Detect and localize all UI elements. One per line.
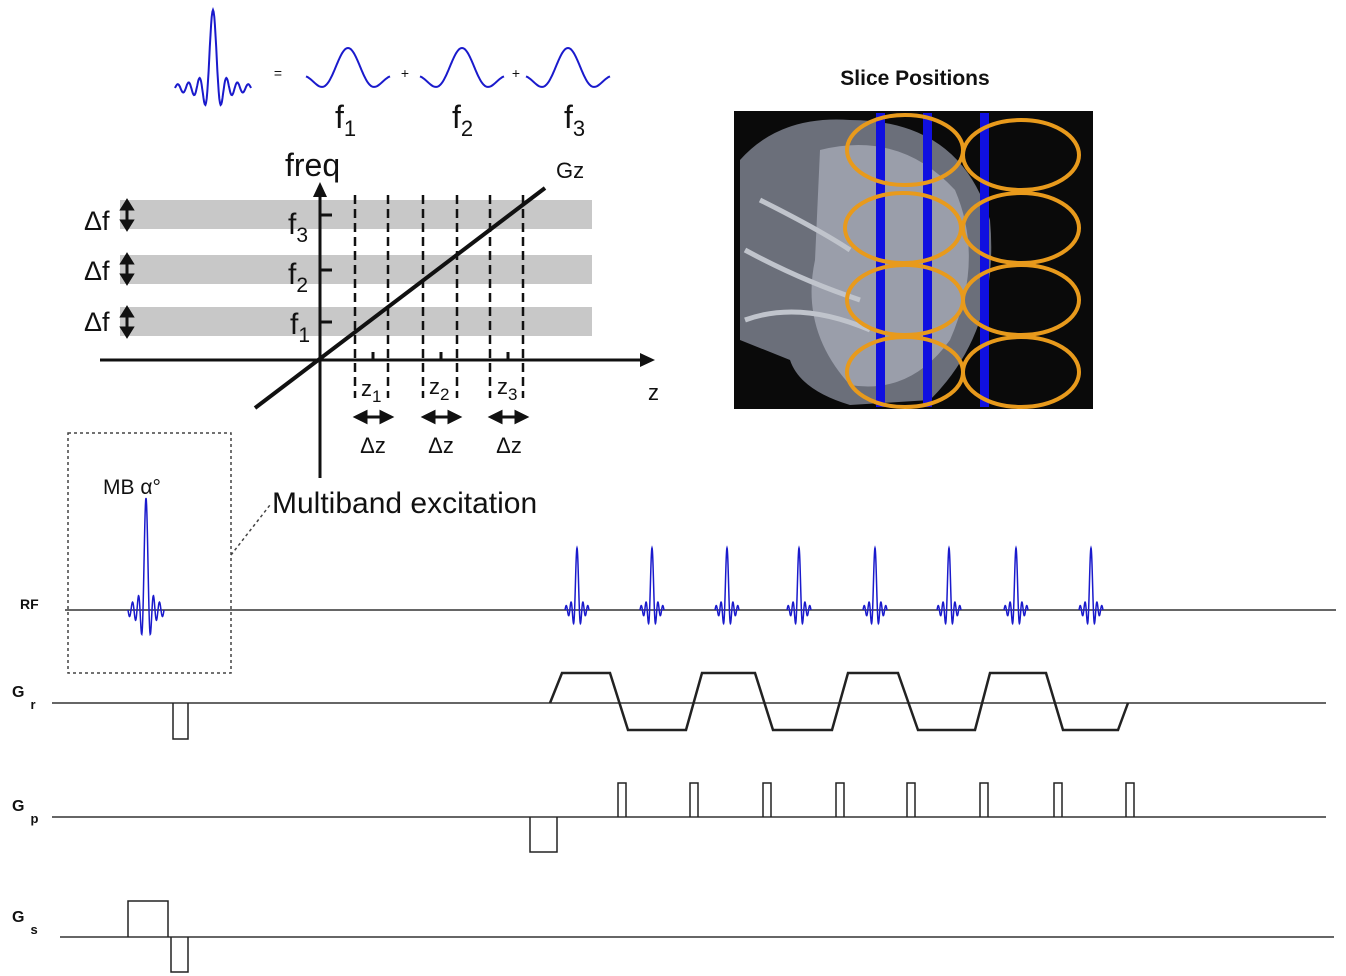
axis-arrow: [640, 353, 655, 367]
band-waveform: [420, 48, 504, 87]
position-label: z1: [361, 376, 381, 406]
text-part: 3: [573, 116, 585, 141]
rf-pulse: [640, 548, 664, 624]
rf-pulse: [128, 498, 164, 634]
rf-pulse: [937, 548, 961, 624]
text-part: r: [30, 697, 35, 712]
text-part: G: [12, 798, 24, 815]
channel-label: Gp: [12, 798, 38, 826]
slice-image: Slice Positions: [734, 67, 1093, 409]
bandwidth-label: Δf: [84, 307, 110, 337]
axis-label: z: [648, 380, 659, 405]
rf-pulse: [787, 548, 811, 624]
text-part: s: [30, 922, 37, 937]
text-part: z: [497, 374, 508, 399]
channel-label: RF: [20, 596, 39, 612]
text-part: 2: [461, 116, 473, 141]
component-label: f1: [335, 99, 356, 141]
text-part: f: [564, 99, 573, 135]
component-label: f2: [452, 99, 473, 141]
rf-pulse: [1079, 548, 1103, 624]
text-part: z: [429, 374, 440, 399]
excitation-box: [68, 433, 231, 673]
bandwidth-label: Δf: [84, 256, 110, 286]
position-label: z2: [429, 374, 449, 404]
band-waveform: [306, 48, 390, 87]
baselines: [52, 610, 1336, 937]
equation: = + + f1 f2 f3: [175, 10, 610, 141]
callout-label: Multiband excitation: [272, 487, 537, 520]
gradient-label: Gz: [556, 158, 584, 183]
pulse-label: MB α°: [103, 476, 161, 499]
text-part: 3: [508, 385, 517, 404]
rf-pulse: [565, 548, 589, 624]
image-title: Slice Positions: [840, 67, 989, 90]
band-waveform: [526, 48, 610, 87]
axis-arrow: [313, 182, 327, 197]
text-part: 3: [296, 224, 308, 247]
frequency-diagram: freq Gz z Δf Δf Δf f3 f2 f1 z1 z2 z3 Δz …: [84, 147, 659, 478]
position-label: z3: [497, 374, 517, 404]
multiband-waveform: [175, 10, 251, 105]
text-part: 1: [298, 324, 310, 347]
operator: +: [401, 65, 409, 81]
thickness-label: Δz: [360, 433, 386, 458]
text-part: f: [335, 99, 344, 135]
component-label: f3: [564, 99, 585, 141]
text-part: 2: [296, 274, 308, 297]
thickness-label: Δz: [428, 433, 454, 458]
text-part: f: [452, 99, 461, 135]
operator: +: [512, 65, 520, 81]
axis-label: freq: [285, 147, 340, 183]
text-part: 1: [372, 387, 381, 406]
thickness-label: Δz: [496, 433, 522, 458]
rf-pulse: [863, 548, 887, 624]
channel-label: Gs: [12, 909, 38, 937]
channel-label: Gr: [12, 684, 36, 712]
text-part: p: [30, 811, 38, 826]
rf-pulse: [715, 548, 739, 624]
gradients: [128, 673, 1134, 972]
diagram: = + + f1 f2 f3 freq: [0, 0, 1346, 976]
text-part: z: [361, 376, 372, 401]
text-part: 1: [344, 116, 356, 141]
text-part: G: [12, 684, 24, 701]
callout-line: [231, 505, 270, 555]
bandwidth-label: Δf: [84, 206, 110, 236]
text-part: 2: [440, 385, 449, 404]
text-part: G: [12, 909, 24, 926]
operator: =: [274, 65, 282, 81]
rf-pulse: [1004, 548, 1028, 624]
